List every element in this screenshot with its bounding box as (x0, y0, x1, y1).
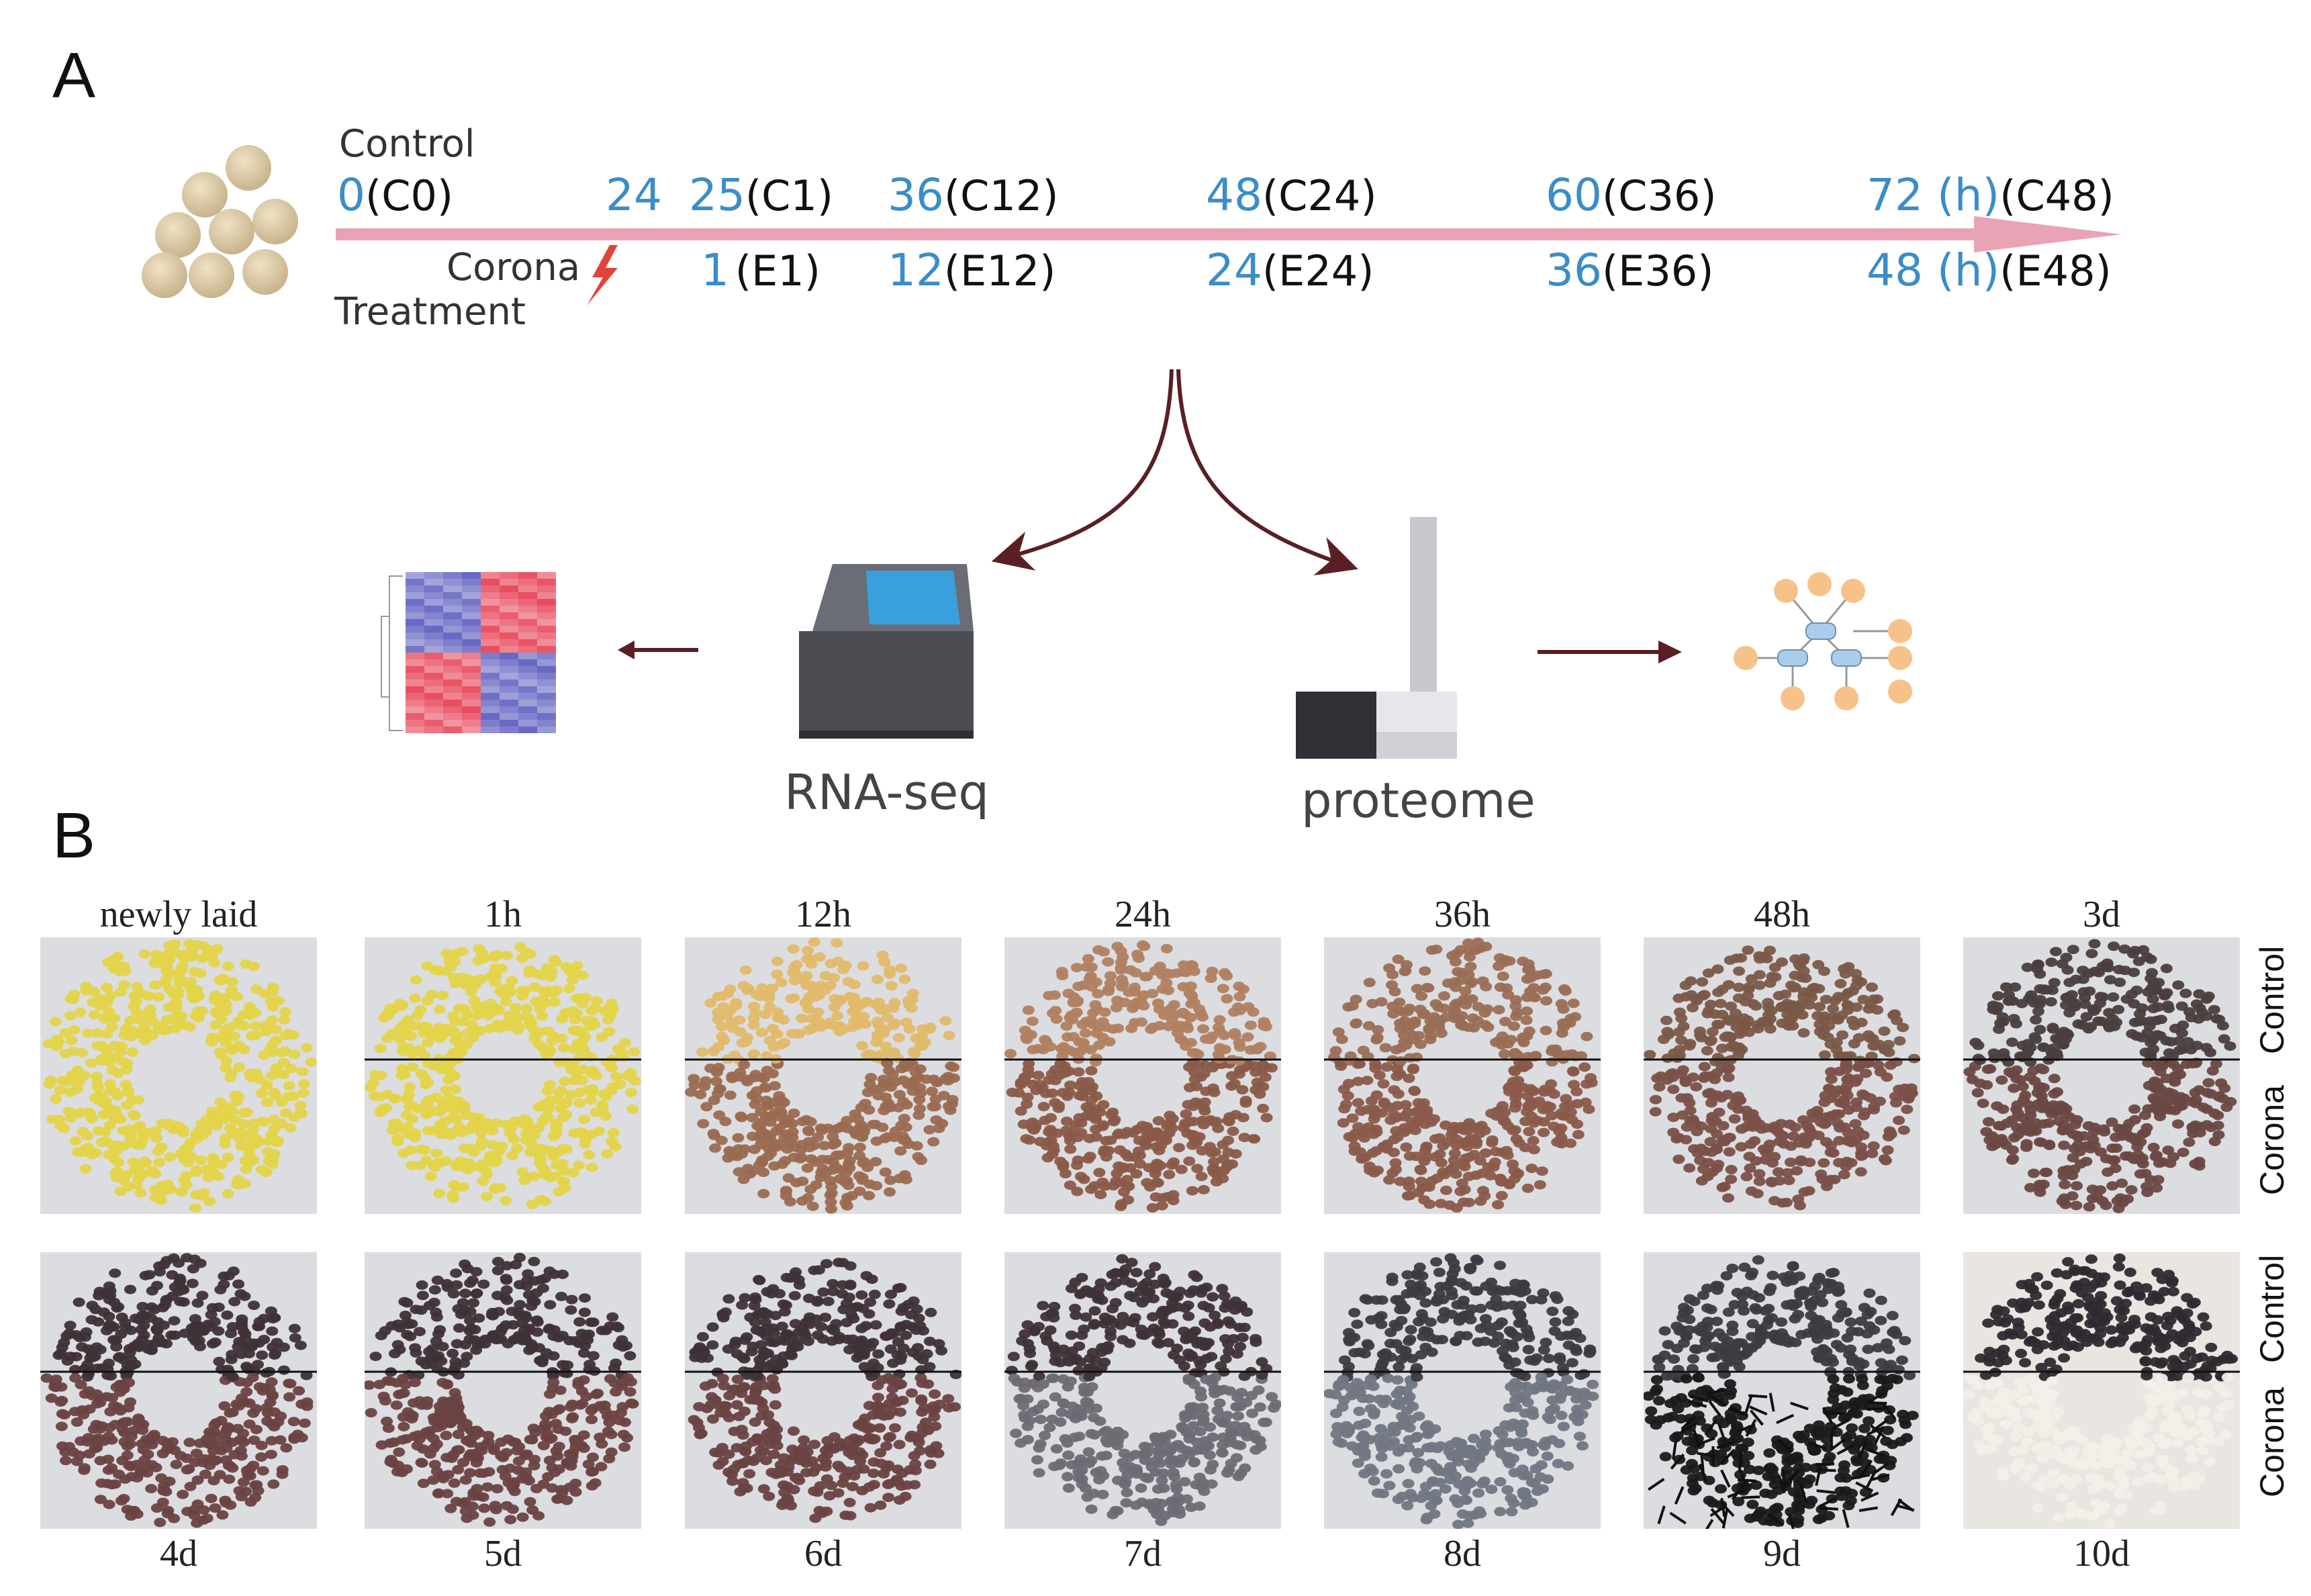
egg-photo-row2-4 (1004, 1252, 1281, 1529)
mass-spectrometer-icon (1296, 517, 1457, 759)
egg-photo-row2-2 (365, 1252, 641, 1529)
workflow-split-arrows (991, 369, 1358, 576)
egg-photo-row2-6 (1644, 1252, 1920, 1529)
egg-photo-row1-5 (1324, 937, 1601, 1214)
photo-caption-row1-4: 24h (1115, 894, 1171, 935)
corona-label: Corona (446, 246, 581, 289)
timepoint-24: 24 (606, 169, 662, 221)
timepoint-e48: 48 (h)(E48) (1867, 244, 2112, 296)
side-label-control-row1: Control (2253, 945, 2291, 1054)
photo-caption-row1-1: newly laid (99, 894, 258, 935)
egg-photo-row1-7 (1963, 937, 2240, 1214)
side-label-corona-row1: Corona (2253, 1085, 2291, 1195)
photo-caption-row1-5: 36h (1434, 894, 1491, 935)
timepoint-c0: 0(C0) (337, 169, 454, 221)
proteome-label: proteome (1301, 772, 1536, 829)
timepoint-c24: 48(C24) (1206, 169, 1377, 221)
heatmap-icon (381, 572, 556, 733)
timepoint-c48: 72 (h)(C48) (1867, 169, 2114, 221)
panel-b-label: B (52, 800, 96, 872)
photo-caption-row2-7: 10d (2073, 1533, 2130, 1575)
photo-caption-row1-2: 1h (484, 894, 522, 935)
egg-photo-row2-5 (1324, 1252, 1601, 1529)
photo-caption-row2-2: 5d (484, 1533, 522, 1575)
timepoint-e12: 12(E12) (888, 244, 1056, 296)
timeline-arrow (336, 216, 2122, 252)
photo-caption-row2-1: 4d (160, 1533, 197, 1575)
photo-caption-row2-6: 9d (1763, 1533, 1801, 1575)
timepoint-e24: 24(E24) (1206, 244, 1374, 296)
egg-photo-row2-1 (40, 1252, 317, 1529)
photo-caption-row2-5: 8d (1444, 1533, 1481, 1575)
timepoint-c1: 25(C1) (689, 169, 834, 221)
photo-caption-row2-3: 6d (804, 1533, 842, 1575)
egg-photo-row1-1 (40, 937, 317, 1214)
photo-caption-row1-3: 12h (795, 894, 851, 935)
control-label: Control (339, 122, 475, 166)
eggs-icon (142, 145, 298, 298)
arrow-to-network (1538, 641, 1682, 663)
network-icon (1734, 572, 1912, 710)
treatment-label: Treatment (334, 290, 526, 334)
egg-photo-row1-4 (1004, 937, 1281, 1214)
timepoint-e36: 36(E36) (1546, 244, 1714, 296)
photo-caption-row1-7: 3d (2083, 894, 2120, 935)
egg-photo-row1-3 (685, 937, 961, 1214)
rnaseq-label: RNA-seq (784, 764, 990, 820)
photo-caption-row2-4: 7d (1124, 1533, 1162, 1575)
egg-photo-row2-3 (685, 1252, 961, 1529)
timepoint-e1: 1 (E1) (701, 244, 820, 296)
side-label-control-row2: Control (2253, 1254, 2291, 1363)
photo-caption-row1-6: 48h (1754, 894, 1810, 935)
panel-a-label: A (52, 40, 96, 111)
timepoint-c36: 60(C36) (1546, 169, 1717, 221)
side-label-corona-row2: Corona (2253, 1387, 2291, 1497)
egg-photo-row2-7 (1963, 1252, 2240, 1529)
egg-photo-row1-2 (365, 937, 641, 1214)
timepoint-c12: 36(C12) (888, 169, 1059, 221)
lightning-icon (587, 245, 618, 306)
egg-photo-row1-6 (1644, 937, 1920, 1214)
sequencer-icon (799, 564, 974, 739)
